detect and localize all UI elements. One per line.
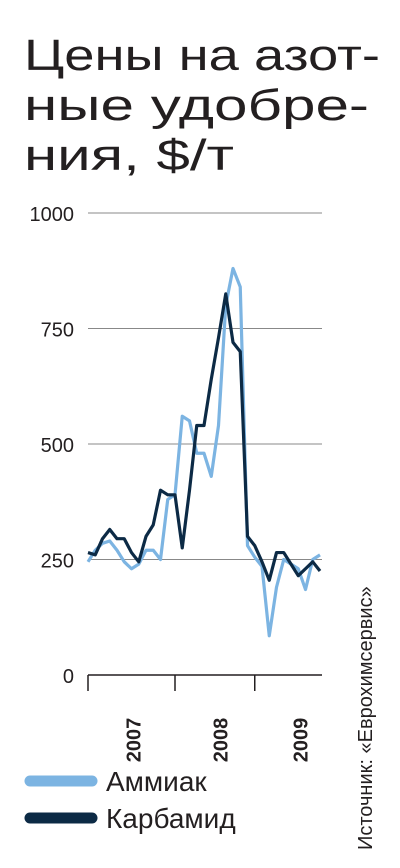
chart-title: ния, $/т [24,131,234,180]
series-line [86,266,321,638]
legend-label: Аммиак [106,766,207,797]
x-tick-label: 2008 [211,718,233,763]
y-tick-label: 750 [41,320,74,342]
source-note: Источник: «Еврохимсервис» [355,586,377,850]
chart-title: Цены на азот- [24,31,380,80]
y-tick-label: 500 [41,435,74,457]
chart-title: ные удобре- [24,81,369,130]
legend-label: Карбамид [106,803,236,834]
x-tick-label: 2009 [290,718,312,763]
series-line [87,292,322,582]
y-tick-label: 1000 [30,204,75,226]
x-tick-label: 2007 [124,718,146,763]
y-tick-label: 0 [63,666,74,688]
y-tick-label: 250 [41,551,74,573]
